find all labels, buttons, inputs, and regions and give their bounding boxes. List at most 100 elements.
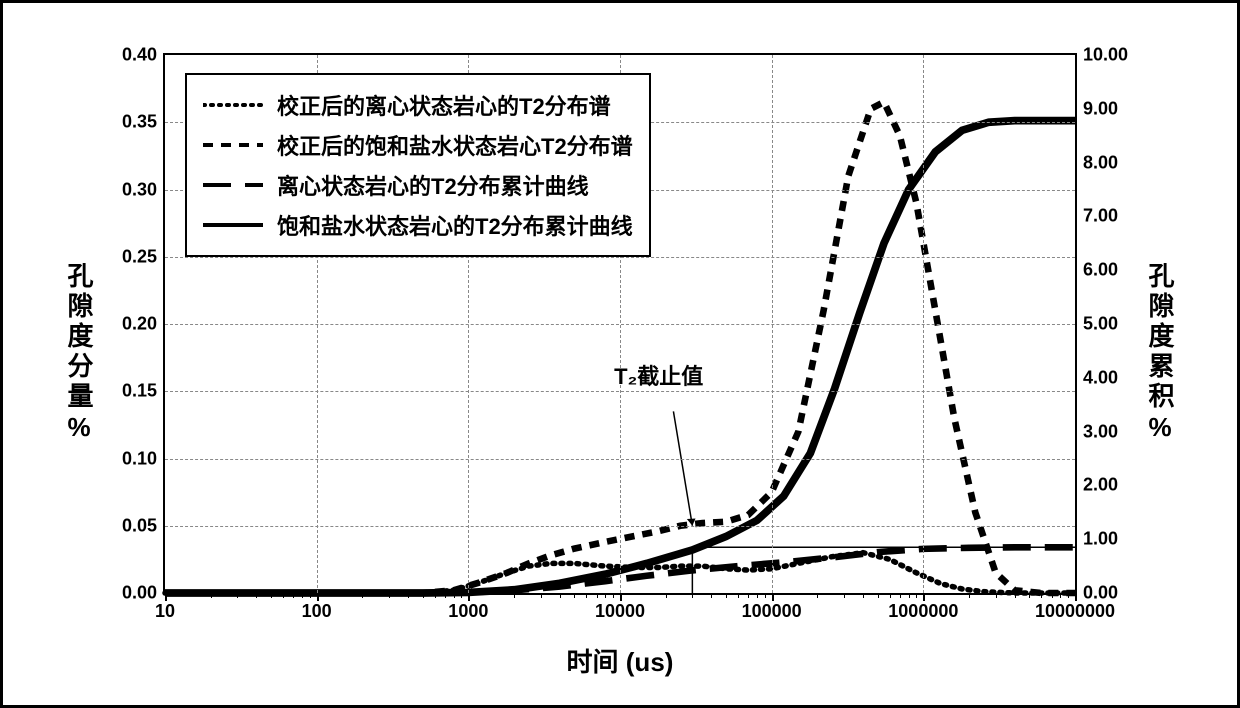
xtick: 100 bbox=[302, 601, 332, 622]
xtick: 10000 bbox=[595, 601, 645, 622]
xtick-minor bbox=[271, 593, 272, 598]
xtick-minor bbox=[445, 593, 446, 598]
xtick-minor bbox=[310, 593, 311, 598]
xtick-minor bbox=[726, 593, 727, 598]
annotation-t2-cutoff: T₂截止值 bbox=[614, 359, 703, 391]
ytick-left: 0.00 bbox=[122, 583, 157, 604]
annotation-arrow bbox=[673, 411, 692, 525]
xtick-minor bbox=[692, 593, 693, 598]
gridline-v bbox=[923, 55, 924, 593]
ytick-right: 4.00 bbox=[1083, 367, 1118, 388]
xtick-minor bbox=[302, 593, 303, 598]
legend-label: 离心状态岩心的T2分布累计曲线 bbox=[277, 169, 589, 201]
xtick-minor bbox=[586, 593, 587, 598]
ytick-right: 10.00 bbox=[1083, 45, 1128, 66]
ytick-left: 0.30 bbox=[122, 179, 157, 200]
xtick-minor bbox=[738, 593, 739, 598]
xtick-minor bbox=[765, 593, 766, 598]
xtick-minor bbox=[1015, 593, 1016, 598]
xtick-mark bbox=[165, 593, 167, 601]
ytick-right: 7.00 bbox=[1083, 206, 1118, 227]
figure-frame: 孔隙度分量% 孔隙度累积% 时间 (us) 0.000.050.100.150.… bbox=[0, 0, 1240, 708]
ytick-right: 9.00 bbox=[1083, 98, 1118, 119]
legend-swatch bbox=[203, 215, 263, 235]
xtick-minor bbox=[514, 593, 515, 598]
xtick-mark bbox=[923, 593, 925, 601]
xtick-minor bbox=[283, 593, 284, 598]
ytick-left: 0.10 bbox=[122, 448, 157, 469]
legend-row: 校正后的饱和盐水状态岩心T2分布谱 bbox=[203, 125, 633, 165]
legend-swatch bbox=[203, 135, 263, 155]
ytick-right: 8.00 bbox=[1083, 152, 1118, 173]
legend-row: 校正后的离心状态岩心的T2分布谱 bbox=[203, 85, 633, 125]
xtick-minor bbox=[900, 593, 901, 598]
xtick-minor bbox=[1029, 593, 1030, 598]
plot-area: 0.000.050.100.150.200.250.300.350.400.00… bbox=[163, 53, 1077, 595]
xtick-minor bbox=[996, 593, 997, 598]
xtick-minor bbox=[666, 593, 667, 598]
xtick-minor bbox=[969, 593, 970, 598]
xtick-minor bbox=[711, 593, 712, 598]
xtick-minor bbox=[1052, 593, 1053, 598]
ytick-right: 2.00 bbox=[1083, 475, 1118, 496]
legend-swatch bbox=[203, 95, 263, 115]
xtick-minor bbox=[1060, 593, 1061, 598]
ytick-left: 0.40 bbox=[122, 45, 157, 66]
xtick: 10 bbox=[155, 601, 175, 622]
y-axis-left-label: 孔隙度分量% bbox=[61, 262, 98, 446]
xtick-minor bbox=[844, 593, 845, 598]
xtick-minor bbox=[362, 593, 363, 598]
xtick: 1000000 bbox=[888, 601, 958, 622]
ytick-right: 5.00 bbox=[1083, 314, 1118, 335]
annotation-arrowhead bbox=[687, 518, 696, 525]
xtick-minor bbox=[256, 593, 257, 598]
y-axis-right-label: 孔隙度累积% bbox=[1142, 262, 1179, 446]
ytick-left: 0.15 bbox=[122, 381, 157, 402]
xtick-minor bbox=[293, 593, 294, 598]
xtick-minor bbox=[574, 593, 575, 598]
xtick-minor bbox=[878, 593, 879, 598]
xtick-minor bbox=[435, 593, 436, 598]
ytick-left: 0.20 bbox=[122, 314, 157, 335]
xtick-minor bbox=[423, 593, 424, 598]
ytick-left: 0.25 bbox=[122, 246, 157, 267]
xtick-minor bbox=[605, 593, 606, 598]
x-axis-label: 时间 (us) bbox=[567, 642, 674, 679]
legend-label: 校正后的饱和盐水状态岩心T2分布谱 bbox=[277, 129, 633, 161]
xtick: 100000 bbox=[742, 601, 802, 622]
xtick-mark bbox=[468, 593, 470, 601]
chart-container: 孔隙度分量% 孔隙度累积% 时间 (us) 0.000.050.100.150.… bbox=[53, 23, 1187, 685]
xtick-minor bbox=[916, 593, 917, 598]
gridline-v bbox=[772, 55, 773, 593]
ytick-right: 6.00 bbox=[1083, 260, 1118, 281]
xtick-minor bbox=[817, 593, 818, 598]
xtick: 1000 bbox=[448, 601, 488, 622]
xtick-minor bbox=[748, 593, 749, 598]
xtick-minor bbox=[461, 593, 462, 598]
xtick-mark bbox=[772, 593, 774, 601]
xtick-minor bbox=[541, 593, 542, 598]
xtick-minor bbox=[1041, 593, 1042, 598]
legend-swatch bbox=[203, 175, 263, 195]
xtick-minor bbox=[863, 593, 864, 598]
xtick: 10000000 bbox=[1035, 601, 1115, 622]
xtick-minor bbox=[389, 593, 390, 598]
ytick-right: 3.00 bbox=[1083, 421, 1118, 442]
legend-row: 饱和盐水状态岩心的T2分布累计曲线 bbox=[203, 205, 633, 245]
legend: 校正后的离心状态岩心的T2分布谱校正后的饱和盐水状态岩心T2分布谱离心状态岩心的… bbox=[185, 73, 651, 257]
xtick-mark bbox=[1075, 593, 1077, 601]
xtick-minor bbox=[890, 593, 891, 598]
xtick-minor bbox=[560, 593, 561, 598]
xtick-minor bbox=[454, 593, 455, 598]
legend-label: 饱和盐水状态岩心的T2分布累计曲线 bbox=[277, 209, 633, 241]
xtick-minor bbox=[237, 593, 238, 598]
xtick-mark bbox=[317, 593, 319, 601]
xtick-minor bbox=[211, 593, 212, 598]
legend-row: 离心状态岩心的T2分布累计曲线 bbox=[203, 165, 633, 205]
xtick-minor bbox=[1068, 593, 1069, 598]
xtick-minor bbox=[613, 593, 614, 598]
xtick-mark bbox=[620, 593, 622, 601]
ytick-right: 1.00 bbox=[1083, 529, 1118, 550]
xtick-minor bbox=[408, 593, 409, 598]
xtick-minor bbox=[597, 593, 598, 598]
